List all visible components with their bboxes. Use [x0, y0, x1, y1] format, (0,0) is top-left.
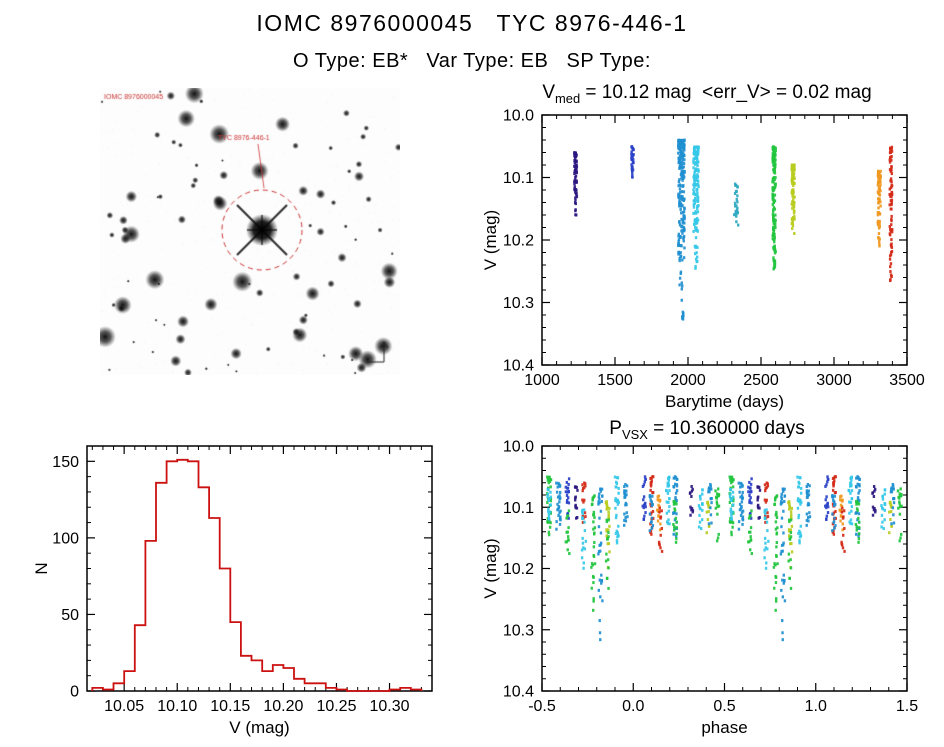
svg-text:1.5: 1.5 [896, 698, 918, 715]
phase-title: PVSX = 10.360000 days [470, 418, 944, 442]
svg-text:0.0: 0.0 [622, 698, 644, 715]
phase-title-sub: VSX [621, 426, 648, 442]
svg-text:3000: 3000 [816, 372, 852, 389]
phase-title-pre: P [609, 418, 622, 439]
svg-text:V (mag): V (mag) [481, 210, 500, 270]
svg-text:10.2: 10.2 [503, 233, 534, 250]
lightcurve-title-pre: V [542, 82, 556, 103]
svg-text:-0.5: -0.5 [528, 698, 556, 715]
svg-text:10.25: 10.25 [316, 698, 356, 715]
svg-text:10.30: 10.30 [370, 698, 410, 715]
svg-text:2500: 2500 [743, 372, 779, 389]
svg-text:1.0: 1.0 [805, 698, 827, 715]
lightcurve-title-sub: med [555, 90, 581, 106]
histogram-chart: 10.05 10.10 10.15 10.20 10.25 10.30 0 50 100 150 V… [25, 420, 460, 746]
lightcurve-title-rest: = 10.12 mag <err_V> = 0.02 mag [580, 82, 872, 103]
lightcurve-plot: 1000 1500 2000 2500 3000 3500 10.0 10.1 10.2 10.3… [481, 108, 925, 412]
svg-text:phase: phase [701, 718, 747, 737]
svg-text:10.1: 10.1 [503, 170, 534, 187]
svg-text:10.2: 10.2 [503, 561, 534, 578]
phase-title-rest: = 10.360000 days [647, 418, 805, 439]
svg-text:10.10: 10.10 [157, 698, 197, 715]
phase-chart: PVSX = 10.360000 days -0.5 0.0 0.5 1.0 1.5 10… [470, 418, 944, 744]
svg-text:10.4: 10.4 [503, 358, 534, 375]
svg-text:10.05: 10.05 [104, 698, 144, 715]
svg-text:10.3: 10.3 [503, 295, 534, 312]
svg-text:2000: 2000 [670, 372, 706, 389]
finding-chart-image [100, 88, 400, 375]
svg-text:10.20: 10.20 [263, 698, 303, 715]
svg-text:10.3: 10.3 [503, 622, 534, 639]
phase-folded-plot: -0.5 0.0 0.5 1.0 1.5 10.0 10.1 10.2 10.3 10.4 phas… [481, 439, 918, 738]
histogram-plot: 10.05 10.10 10.15 10.20 10.25 10.30 0 50 100 150 V… [32, 445, 433, 737]
svg-text:1500: 1500 [597, 372, 633, 389]
svg-text:1000: 1000 [524, 372, 560, 389]
svg-text:50: 50 [61, 607, 79, 624]
lightcurve-title: Vmed = 10.12 mag <err_V> = 0.02 mag [470, 82, 944, 106]
svg-text:Barytime (days): Barytime (days) [665, 392, 784, 411]
lightcurve-chart: Vmed = 10.12 mag <err_V> = 0.02 mag 1000… [470, 82, 944, 417]
svg-text:10.1: 10.1 [503, 500, 534, 517]
svg-text:100: 100 [52, 530, 79, 547]
svg-text:10.15: 10.15 [210, 698, 250, 715]
svg-text:10.0: 10.0 [503, 439, 534, 456]
page-title: IOMC 8976000045 TYC 8976-446-1 [256, 10, 688, 36]
svg-text:0: 0 [70, 684, 79, 701]
svg-text:10.4: 10.4 [503, 684, 534, 701]
svg-text:V (mag): V (mag) [229, 718, 289, 737]
svg-text:V (mag): V (mag) [481, 538, 500, 598]
svg-text:N: N [32, 562, 51, 574]
svg-text:10.0: 10.0 [503, 108, 534, 125]
svg-text:150: 150 [52, 454, 79, 471]
svg-text:3500: 3500 [889, 372, 925, 389]
svg-text:0.5: 0.5 [713, 698, 735, 715]
page-subtitle: O Type: EB* Var Type: EB SP Type: [293, 50, 651, 72]
